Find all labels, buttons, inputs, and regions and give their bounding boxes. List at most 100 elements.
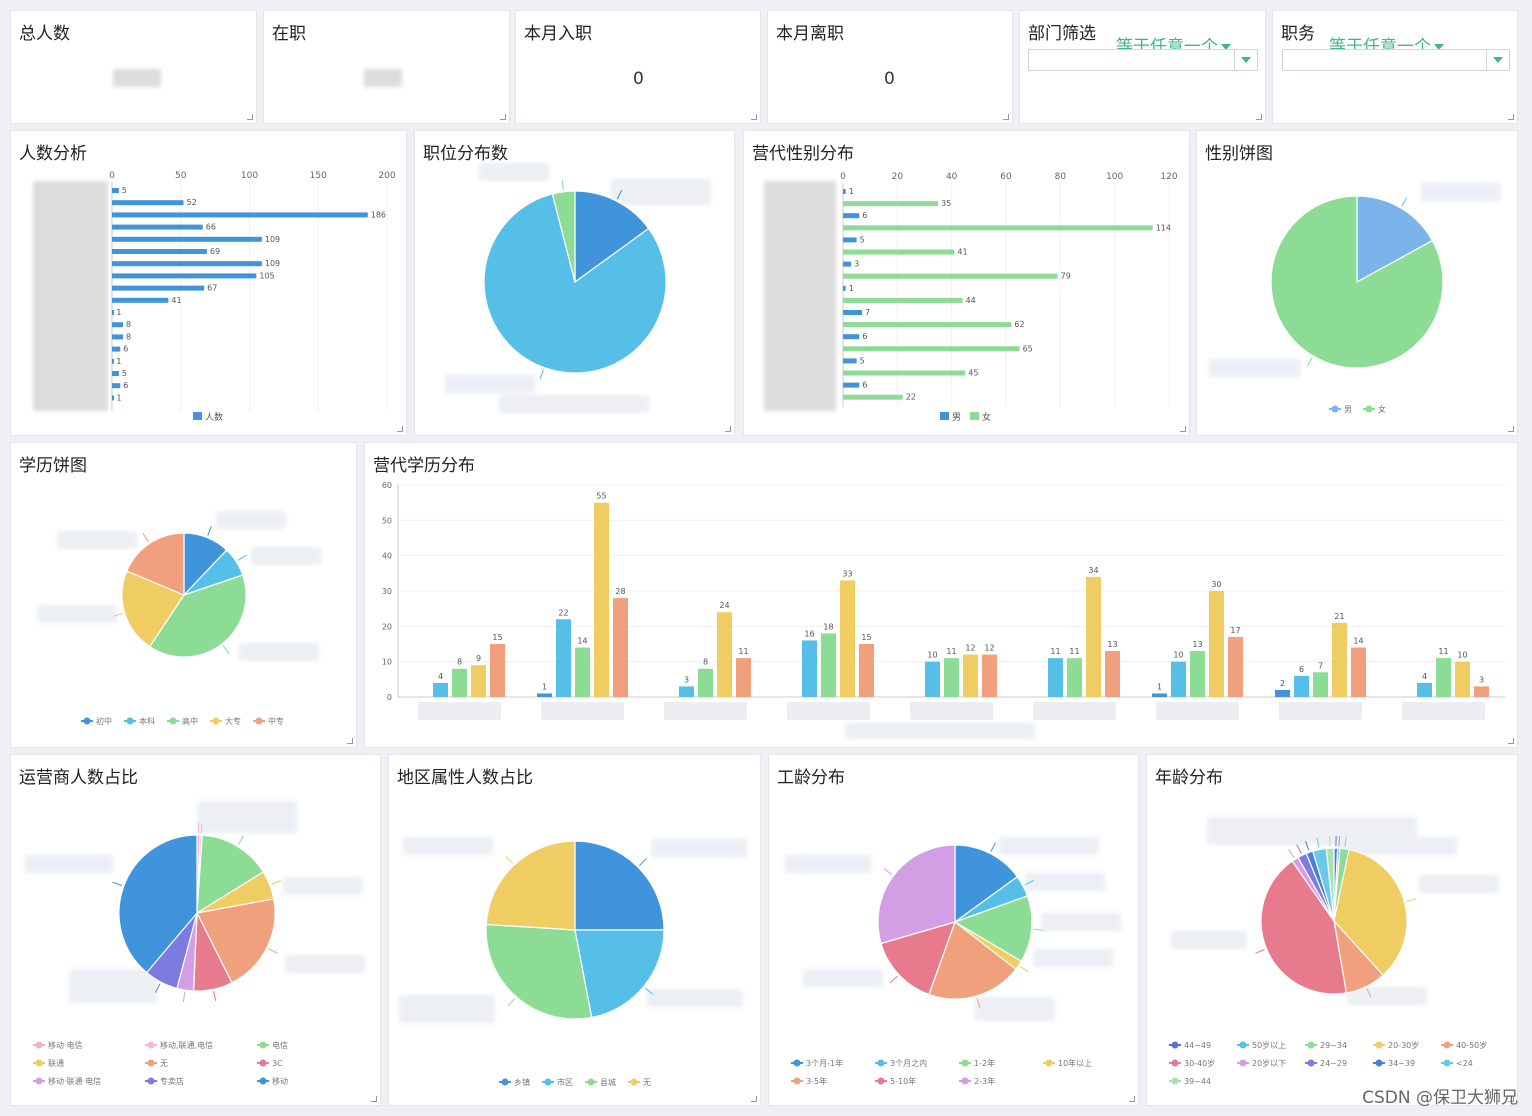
leader-line [505,856,514,865]
data-label: 11 [946,647,956,656]
data-label: 21 [1334,612,1344,621]
bar [112,297,169,303]
label-redacted [216,511,286,529]
dropdown-arrow-icon[interactable] [1234,50,1257,70]
bar [1455,661,1470,697]
title-select[interactable] [1282,49,1510,71]
position-pie-chart [483,179,667,380]
panel-region: 地区属性人数占比 乡镇 市区 县城 无 [388,754,761,1106]
data-label: 18 [823,622,833,631]
pie-slice [196,898,276,984]
legend-label: 大专 [225,716,241,726]
label-redacted [1421,183,1501,201]
kpi-title: 总人数 [19,24,70,44]
legend-dot [35,1041,43,1049]
bar [112,358,114,364]
legend-label: 专卖店 [160,1076,184,1086]
data-label: 15 [861,633,871,642]
leader-line [237,554,247,561]
bar [112,236,262,242]
bar [112,188,119,193]
legend-label: 初中 [96,716,112,726]
bar [843,310,863,315]
label-redacted [785,855,871,873]
data-label: 24 [719,601,729,610]
legend-dot [147,1041,155,1049]
legend-label: 移动·联通·电信 [48,1076,101,1086]
legend-label: 移动 [272,1076,288,1086]
bar [1474,686,1489,697]
data-label: 13 [1107,640,1117,649]
category-labels-redacted [33,181,108,411]
leader-line [1401,197,1408,207]
x-tick-label: 100 [241,171,258,181]
legend-label: 40-50岁 [1456,1040,1487,1050]
category-label-redacted [1402,702,1485,720]
x-tick-label: 100 [1106,172,1123,182]
legend-dot [793,1059,801,1067]
data-label: 10 [927,651,937,660]
department-select[interactable] [1028,49,1258,71]
category-label-redacted [910,702,993,720]
data-label: 6 [862,332,867,341]
x-tick-label: 20 [892,172,904,182]
bar [925,661,940,697]
pie-slice [118,834,198,974]
bar [843,382,860,388]
data-label: 8 [126,320,131,329]
legend-dot [147,1059,155,1067]
data-label: 9 [476,654,481,663]
legend-label: 20-30岁 [1388,1040,1419,1050]
legend-dot [259,1041,267,1049]
leader-line [112,881,123,886]
legend-dot [1171,1041,1179,1049]
bar [1171,661,1186,697]
bar [1067,658,1082,697]
bar [490,644,505,697]
data-label: 109 [265,235,280,244]
leader-line [1255,949,1265,954]
caret-down-icon [1434,44,1444,50]
legend-dot [147,1077,155,1085]
pie-slice [574,929,665,1019]
bar [594,502,609,697]
panel-generation-education: 营代学历分布 0 10 20 30 40 50 60 4 8 9 15 1 22 14 55 28 3 8 24 11… [364,442,1518,748]
data-label: 16 [804,629,814,638]
pie-slice [928,921,1017,1000]
bar [840,580,855,697]
data-label: 114 [1156,223,1171,232]
bar [843,358,857,364]
bar [843,213,860,219]
panel-title: 学历饼图 [19,456,87,476]
data-label: 35 [941,199,951,208]
legend-label: <24 [1456,1059,1473,1068]
dropdown-arrow-icon[interactable] [1486,50,1509,70]
data-label: 28 [615,587,625,596]
leader-line [237,835,244,845]
pie-slice [485,923,593,1020]
panel-title: 性别饼图 [1205,144,1273,164]
label-redacted [999,837,1099,855]
bar [1417,682,1432,697]
bar [112,322,123,328]
legend-label: 5-10年 [890,1076,916,1086]
legend-dot [255,717,263,725]
data-label: 12 [965,644,975,653]
bar [112,371,119,376]
tenure-pie-chart: 3个月-1年 3个月之内 1-2年 10年以上 3-5年 5-10年 2-3年 [791,842,1092,1086]
legend-dot [587,1078,595,1086]
legend-label: 50岁以上 [1252,1040,1286,1050]
leader-line [268,948,278,954]
bar [556,619,571,697]
data-label: 15 [492,633,502,642]
category-label-redacted [1033,702,1116,720]
bar [944,658,959,697]
legend-dot [630,1078,638,1086]
legend-label: 34~39 [1388,1059,1415,1068]
panel-title: 营代学历分布 [373,456,475,476]
legend-label: 3C [272,1059,283,1068]
bar [843,322,1012,328]
panel-title: 地区属性人数占比 [397,768,533,788]
